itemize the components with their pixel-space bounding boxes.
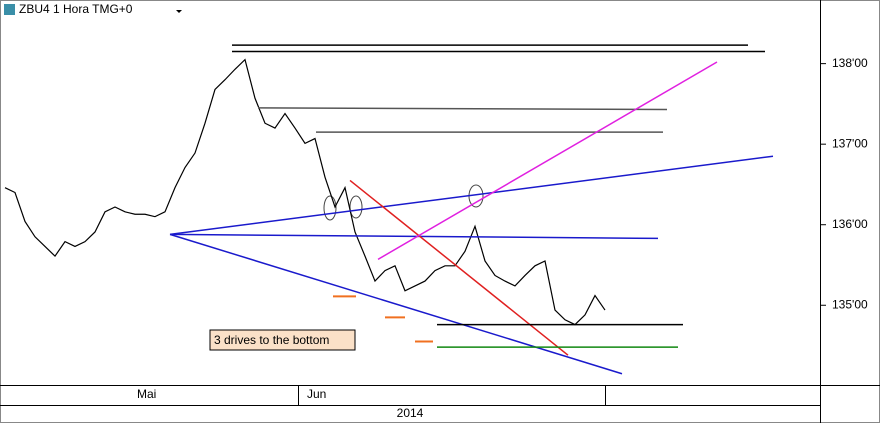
y-tick-label: 135'00 — [832, 297, 868, 311]
y-tick-label: 138'00 — [832, 56, 868, 70]
annotation-box — [209, 329, 356, 351]
trendline — [169, 233, 623, 375]
x-tick-label: Mai — [137, 387, 156, 401]
highlight-ellipse — [349, 195, 363, 219]
y-tick-label: 136'00 — [832, 217, 868, 231]
chart-title: ZBU4 1 Hora TMG+0 — [19, 2, 133, 16]
x-tick-label: Jun — [307, 387, 326, 401]
price-line — [4, 58, 606, 326]
trendline — [169, 155, 774, 236]
year-label: 2014 — [397, 406, 424, 420]
trendline — [169, 233, 659, 240]
annotation: 3 drives to the bottom — [214, 333, 329, 347]
dropdown-arrow[interactable] — [176, 10, 182, 13]
trendline — [377, 61, 718, 260]
trendline — [349, 179, 569, 356]
highlight-ellipse — [323, 195, 337, 221]
y-tick-label: 137'00 — [832, 136, 868, 150]
symbol-icon — [4, 4, 15, 15]
trendline — [257, 107, 668, 111]
